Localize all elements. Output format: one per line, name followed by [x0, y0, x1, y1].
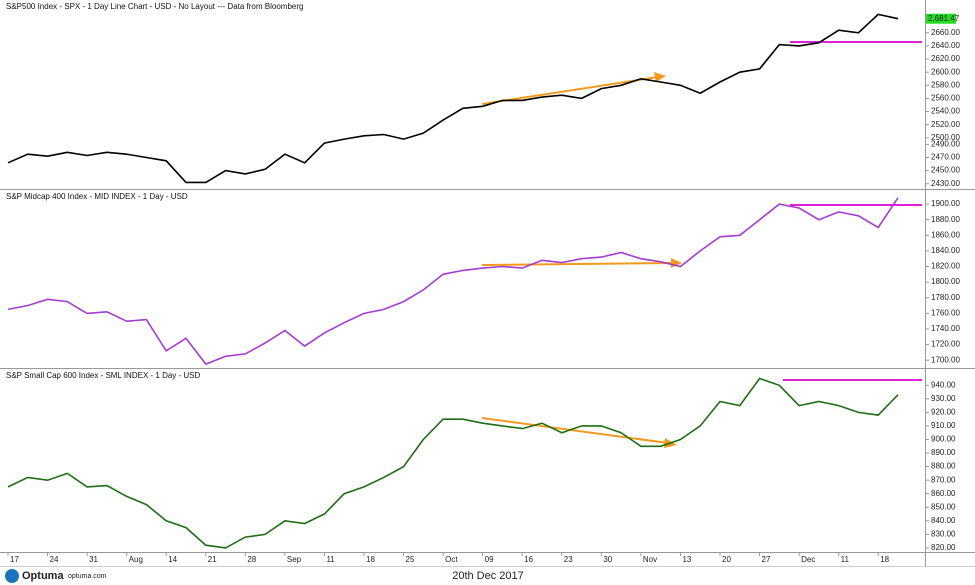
site: optuma.com [68, 573, 107, 580]
x-tick-label: 25 [406, 555, 415, 564]
y-tick-label: 1800.00 [931, 277, 960, 286]
x-tick-label: 18 [880, 555, 889, 564]
x-tick-label: Nov [643, 555, 657, 564]
y-tick-label: 2430.00 [931, 179, 960, 188]
arrow-head [654, 72, 666, 82]
y-tick-label: 1760.00 [931, 308, 960, 317]
value-label: 2,681.47 [928, 14, 960, 23]
brand: Optuma [22, 570, 64, 582]
y-tick-label: 1700.00 [931, 355, 960, 364]
y-tick-label: 2540.00 [931, 107, 960, 116]
y-tick-label: 2490.00 [931, 139, 960, 148]
y-tick-label: 820.00 [931, 543, 956, 552]
x-tick-label: 23 [564, 555, 573, 564]
x-tick-label: 27 [762, 555, 771, 564]
y-tick-label: 2560.00 [931, 94, 960, 103]
date: 20th Dec 2017 [452, 570, 524, 582]
y-tick-label: 2580.00 [931, 80, 960, 89]
y-tick-label: 2450.00 [931, 166, 960, 175]
price-line [7, 197, 899, 366]
y-tick-label: 910.00 [931, 421, 956, 430]
trend-arrow [481, 76, 659, 105]
x-tick-label: 24 [50, 555, 59, 564]
y-tick-label: 930.00 [931, 394, 956, 403]
y-tick-label: 920.00 [931, 407, 956, 416]
logo [5, 569, 19, 583]
y-tick-label: 2660.00 [931, 28, 960, 37]
x-tick-label: 18 [366, 555, 375, 564]
x-tick-label: Aug [129, 555, 143, 564]
y-tick-label: 1740.00 [931, 324, 960, 333]
x-tick-label: 11 [326, 555, 335, 564]
panel-title: S&P500 Index - SPX - 1 Day Line Chart - … [6, 2, 303, 11]
x-tick-label: 28 [247, 555, 256, 564]
x-tick-label: Dec [801, 555, 815, 564]
panel-title: S&P Midcap 400 Index - MID INDEX - 1 Day… [6, 192, 188, 201]
trend-arrow [481, 417, 669, 444]
y-tick-label: 890.00 [931, 448, 956, 457]
price-line [7, 377, 899, 549]
x-tick-label: 31 [89, 555, 98, 564]
price-line [7, 13, 899, 184]
y-tick-label: 1780.00 [931, 293, 960, 302]
x-tick-label: 30 [603, 555, 612, 564]
x-tick-label: Oct [445, 555, 458, 564]
x-tick-label: 13 [682, 555, 691, 564]
y-tick-label: 940.00 [931, 380, 956, 389]
y-tick-label: 2600.00 [931, 67, 960, 76]
y-tick-label: 900.00 [931, 435, 956, 444]
annotations [481, 41, 922, 448]
y-tick-label: 870.00 [931, 475, 956, 484]
y-tick-label: 2620.00 [931, 54, 960, 63]
x-tick-label: 20 [722, 555, 731, 564]
y-tick-label: 1900.00 [931, 199, 960, 208]
y-tick-label: 1840.00 [931, 246, 960, 255]
y-tick-label: 1720.00 [931, 340, 960, 349]
y-tick-label: 1880.00 [931, 215, 960, 224]
x-tick-label: 09 [485, 555, 494, 564]
y-tick-label: 880.00 [931, 462, 956, 471]
y-tick-label: 860.00 [931, 489, 956, 498]
y-tick-label: 2500.00 [931, 133, 960, 142]
x-tick-label: 17 [10, 555, 19, 564]
value-label-box [926, 13, 956, 24]
y-tick-label: 840.00 [931, 516, 956, 525]
y-tick-label: 1860.00 [931, 230, 960, 239]
y-tick-label: 830.00 [931, 529, 956, 538]
x-tick-label: 21 [208, 555, 217, 564]
x-tick-label: Sep [287, 555, 302, 564]
panel-title: S&P Small Cap 600 Index - SML INDEX - 1 … [6, 371, 201, 380]
y-tick-label: 2470.00 [931, 153, 960, 162]
x-tick-label: 11 [841, 555, 850, 564]
x-tick-label: 16 [524, 555, 533, 564]
y-tick-label: 1820.00 [931, 262, 960, 271]
x-tick-label: 14 [168, 555, 177, 564]
y-tick-label: 2520.00 [931, 120, 960, 129]
y-tick-label: 2640.00 [931, 41, 960, 50]
y-tick-label: 850.00 [931, 502, 956, 511]
trend-arrow [481, 262, 674, 266]
